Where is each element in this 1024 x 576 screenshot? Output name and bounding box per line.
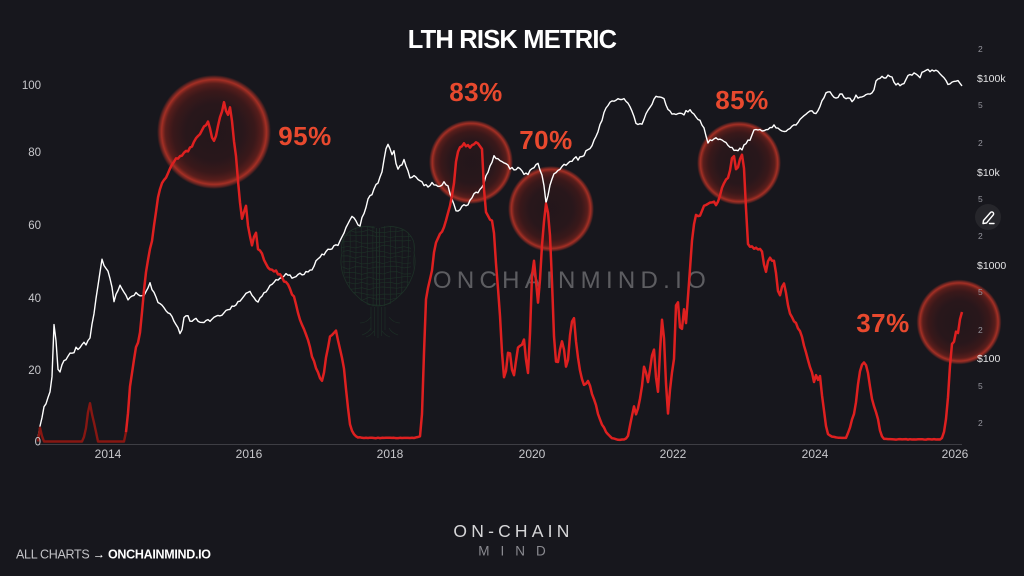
svg-text:ALL CHARTS → ONCHAINMIND.IO: ALL CHARTS → ONCHAINMIND.IO	[16, 548, 211, 562]
svg-text:ONCHAINMIND.IO: ONCHAINMIND.IO	[433, 267, 711, 294]
svg-text:40: 40	[28, 293, 41, 305]
svg-text:LTH RISK METRIC: LTH RISK METRIC	[408, 26, 617, 54]
svg-text:$100: $100	[977, 353, 1001, 365]
svg-text:0: 0	[35, 437, 41, 449]
svg-text:2022: 2022	[660, 447, 687, 461]
svg-text:37%: 37%	[856, 308, 910, 338]
svg-text:100: 100	[22, 80, 41, 92]
svg-text:2: 2	[978, 418, 983, 428]
svg-text:60: 60	[28, 220, 41, 232]
svg-text:85%: 85%	[715, 85, 769, 115]
svg-text:$100k: $100k	[977, 73, 1006, 85]
svg-text:5: 5	[978, 381, 983, 391]
svg-text:MIND: MIND	[478, 544, 557, 559]
svg-text:2: 2	[978, 44, 983, 54]
svg-text:2016: 2016	[236, 447, 263, 461]
svg-text:2: 2	[978, 231, 983, 241]
svg-text:70%: 70%	[519, 125, 573, 155]
svg-text:2024: 2024	[802, 447, 829, 461]
svg-text:2014: 2014	[95, 447, 122, 461]
svg-text:80: 80	[28, 147, 41, 159]
svg-text:5: 5	[978, 194, 983, 204]
svg-text:2020: 2020	[519, 447, 546, 461]
svg-text:95%: 95%	[278, 121, 332, 151]
svg-text:5: 5	[978, 287, 983, 297]
svg-text:2026: 2026	[942, 447, 969, 461]
svg-text:2: 2	[978, 138, 983, 148]
svg-text:5: 5	[978, 100, 983, 110]
svg-text:ON-CHAIN: ON-CHAIN	[453, 521, 573, 541]
svg-text:$1000: $1000	[977, 260, 1006, 272]
svg-text:2018: 2018	[377, 447, 404, 461]
svg-text:83%: 83%	[449, 77, 503, 107]
svg-text:$10k: $10k	[977, 167, 1001, 179]
svg-text:20: 20	[28, 365, 41, 377]
svg-text:2: 2	[978, 325, 983, 335]
